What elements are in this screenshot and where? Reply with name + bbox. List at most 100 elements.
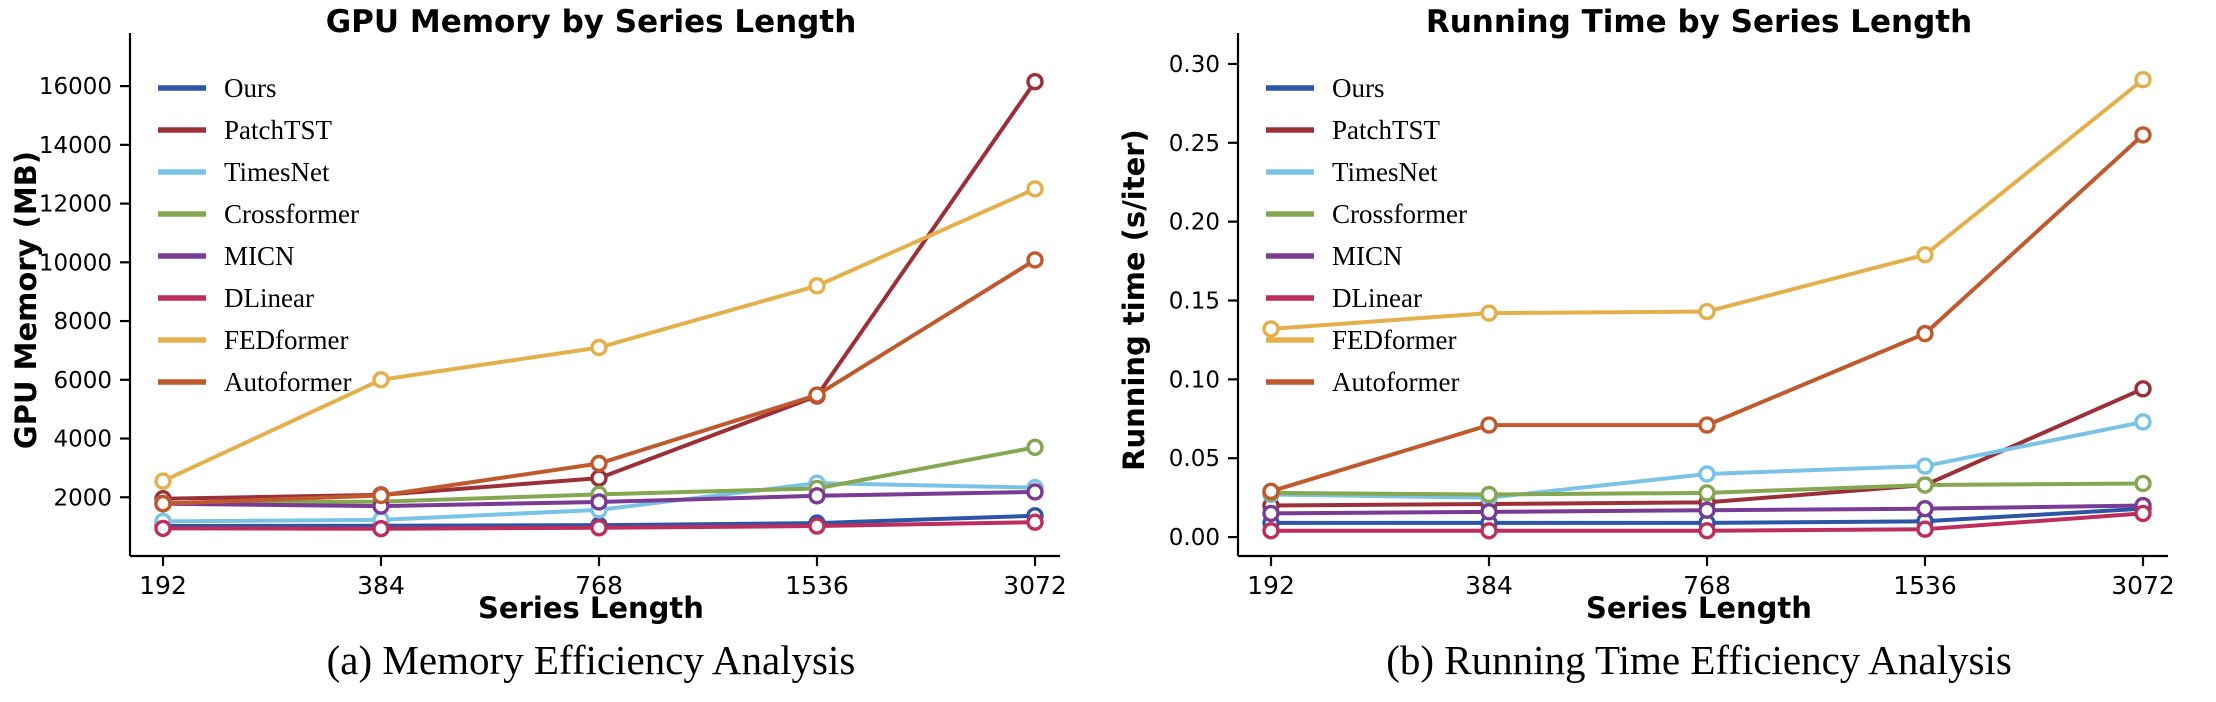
data-point-patchtst-768: [590, 469, 608, 487]
legend-label-crossformer: Crossformer: [224, 199, 359, 229]
x-tick-label: 1536: [1893, 571, 1957, 600]
x-tick-label: 1536: [785, 571, 849, 600]
runtime-plot-area: 0.00 0.05 0.10 0.15 0.20 0.25 0.30 192 384 768 153…: [1169, 33, 2175, 600]
data-point-dlinear-384: [372, 519, 390, 538]
data-point-micn-1536: [808, 487, 826, 505]
data-point-autoformer-384: [372, 486, 390, 505]
legend-label-dlinear: DLinear: [224, 283, 314, 313]
y-tick-label: 0.20: [1169, 210, 1220, 236]
x-tick-label: 384: [357, 571, 405, 600]
data-point-crossformer-384: [1480, 485, 1498, 504]
data-point-autoformer-192: [1262, 482, 1280, 501]
y-tick-label: 0.30: [1169, 52, 1220, 78]
memory-plot-area: 2000 4000 6000 8000 10000 12000 14000 16000 192 3…: [39, 33, 1067, 600]
data-point-fedformer-192: [1262, 320, 1280, 338]
runtime-chart-title: Running Time by Series Length: [1426, 4, 1972, 40]
data-point-fedformer-384: [372, 371, 390, 389]
y-tick-label: 2000: [53, 485, 112, 511]
x-tick-label: 3072: [2111, 571, 2175, 600]
y-tick-label: 10000: [39, 250, 112, 276]
memory-chart-title: GPU Memory by Series Length: [326, 4, 857, 40]
data-point-autoformer-192: [154, 495, 172, 513]
legend-label-timesnet: TimesNet: [1332, 157, 1438, 187]
x-tick-label: 768: [1683, 571, 1731, 600]
legend-label-fedformer: FEDformer: [1332, 325, 1456, 355]
data-point-patchtst-3072: [2134, 380, 2152, 398]
x-tick-label: 768: [575, 571, 623, 600]
data-point-autoformer-384: [1480, 416, 1498, 434]
legend-label-micn: MICN: [1332, 241, 1403, 271]
y-tick-label: 8000: [53, 309, 112, 335]
data-point-dlinear-384: [1480, 522, 1498, 540]
data-point-micn-768: [1698, 501, 1716, 519]
data-point-fedformer-768: [1698, 302, 1716, 321]
data-point-autoformer-768: [590, 454, 608, 473]
data-point-fedformer-3072: [1026, 180, 1044, 198]
data-point-autoformer-768: [1698, 416, 1716, 434]
data-point-micn-384: [1480, 503, 1498, 521]
y-tick-label: 4000: [53, 427, 112, 453]
y-tick-label: 0.25: [1169, 131, 1220, 157]
y-tick-label: 0.00: [1169, 525, 1220, 551]
y-tick-label: 14000: [39, 133, 112, 159]
legend-label-patchtst: PatchTST: [224, 115, 332, 145]
legend-label-crossformer: Crossformer: [1332, 199, 1467, 229]
data-point-dlinear-3072: [2134, 504, 2152, 523]
x-tick-label: 3072: [1003, 571, 1067, 600]
legend-label-ours: Ours: [1332, 73, 1385, 103]
data-point-autoformer-3072: [2134, 126, 2152, 144]
data-point-autoformer-1536: [808, 386, 826, 404]
data-point-crossformer-768: [1698, 484, 1716, 502]
data-point-patchtst-3072: [1026, 73, 1044, 91]
legend-label-fedformer: FEDformer: [224, 325, 348, 355]
data-point-dlinear-768: [1698, 522, 1716, 540]
y-tick-label: 0.10: [1169, 367, 1220, 393]
legend-label-patchtst: PatchTST: [1332, 115, 1440, 145]
memory-chart-panel: GPU Memory by Series Length Series Lengt…: [9, 4, 1067, 683]
data-point-micn-1536: [1916, 499, 1934, 518]
caption-a: (a) Memory Efficiency Analysis: [326, 637, 856, 683]
data-point-micn-3072: [1026, 483, 1044, 501]
memory-chart: GPU Memory by Series Length Series Lengt…: [9, 4, 1067, 625]
data-point-fedformer-3072: [2134, 70, 2152, 89]
data-point-dlinear-768: [590, 519, 608, 537]
runtime-x-axis-label: Series Length: [1586, 591, 1812, 625]
data-point-crossformer-3072: [2134, 474, 2152, 493]
memory-x-axis-label: Series Length: [478, 591, 704, 625]
data-point-micn-192: [1262, 504, 1280, 523]
legend-label-autoformer: Autoformer: [1332, 367, 1459, 397]
y-tick-label: 6000: [53, 368, 112, 394]
x-tick-label: 192: [139, 571, 187, 600]
data-point-dlinear-192: [154, 519, 172, 538]
legend-label-ours: Ours: [224, 73, 277, 103]
data-point-dlinear-1536: [1916, 520, 1934, 538]
data-point-fedformer-192: [154, 472, 172, 490]
y-tick-label: 16000: [39, 74, 112, 100]
y-tick-label: 0.15: [1169, 289, 1220, 315]
data-point-fedformer-1536: [1916, 246, 1934, 264]
y-tick-label: 12000: [39, 192, 112, 218]
data-point-dlinear-1536: [808, 517, 826, 535]
legend-label-micn: MICN: [224, 241, 295, 271]
data-point-micn-768: [590, 493, 608, 511]
memory-y-axis-label: GPU Memory (MB): [9, 151, 43, 449]
data-point-dlinear-3072: [1026, 513, 1044, 531]
data-point-crossformer-1536: [1916, 476, 1934, 494]
runtime-chart: Running Time by Series Length Series Len…: [1117, 4, 2175, 625]
data-point-timesnet-768: [1698, 465, 1716, 483]
y-tick-label: 0.05: [1169, 446, 1220, 472]
legend-label-timesnet: TimesNet: [224, 157, 330, 187]
caption-b: (b) Running Time Efficiency Analysis: [1386, 637, 2012, 683]
data-point-timesnet-1536: [1916, 457, 1934, 475]
data-point-fedformer-1536: [808, 277, 826, 295]
legend-label-dlinear: DLinear: [1332, 283, 1422, 313]
data-point-dlinear-192: [1262, 522, 1280, 540]
x-tick-label: 192: [1247, 571, 1295, 600]
legend-label-autoformer: Autoformer: [224, 367, 351, 397]
x-tick-label: 384: [1465, 571, 1513, 600]
data-point-fedformer-384: [1480, 304, 1498, 322]
data-point-crossformer-3072: [1026, 438, 1044, 457]
data-point-autoformer-3072: [1026, 251, 1044, 269]
runtime-chart-panel: Running Time by Series Length Series Len…: [1108, 0, 2216, 702]
